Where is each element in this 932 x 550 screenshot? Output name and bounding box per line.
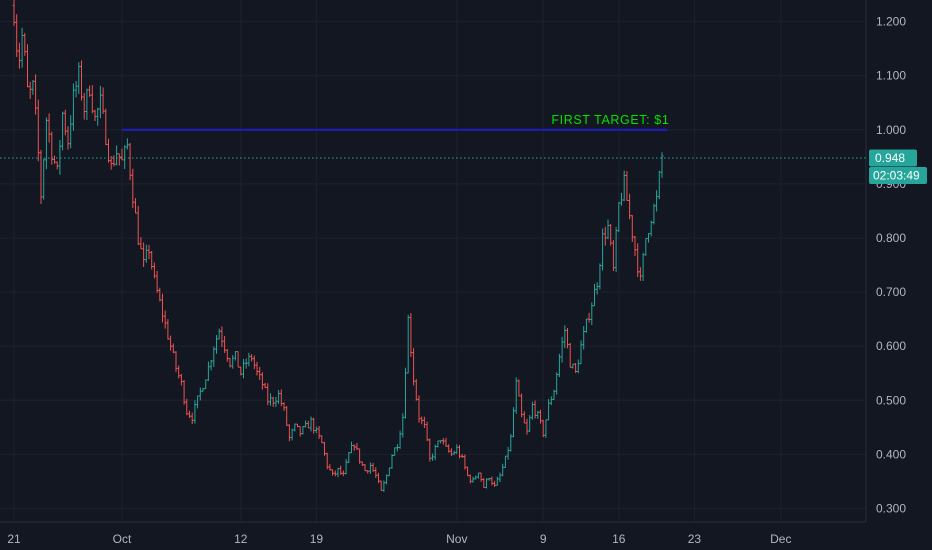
y-tick-label: 0.400 bbox=[876, 447, 906, 461]
time-axis[interactable]: 21 Oct 12 19 Nov 9 16 23 Dec bbox=[7, 532, 791, 546]
last-price-value: 0.948 bbox=[875, 151, 905, 165]
last-price-badge-box bbox=[869, 149, 917, 167]
y-tick-label: 0.600 bbox=[876, 339, 906, 353]
y-tick-label: 1.000 bbox=[876, 123, 906, 137]
x-tick-label: Oct bbox=[113, 532, 132, 546]
x-tick-label: 16 bbox=[612, 532, 626, 546]
y-tick-label: 0.700 bbox=[876, 285, 906, 299]
x-tick-label: 12 bbox=[234, 532, 248, 546]
x-tick-label: Dec bbox=[770, 532, 791, 546]
x-tick-label: 9 bbox=[540, 532, 547, 546]
y-tick-label: 0.800 bbox=[876, 231, 906, 245]
price-axis-background bbox=[866, 0, 932, 550]
y-tick-label: 1.200 bbox=[876, 15, 906, 29]
price-bars bbox=[12, 0, 664, 492]
x-tick-label: 19 bbox=[310, 532, 324, 546]
target-annotation: FIRST TARGET: $1 bbox=[551, 113, 669, 127]
countdown-badge-box bbox=[869, 166, 927, 184]
bar-countdown-value: 02:03:49 bbox=[873, 168, 920, 182]
last-price-badge: 0.948 bbox=[869, 149, 917, 167]
x-tick-label: 23 bbox=[688, 532, 702, 546]
y-tick-label: 0.300 bbox=[876, 501, 906, 515]
y-tick-label: 0.500 bbox=[876, 393, 906, 407]
y-tick-label: 1.100 bbox=[876, 69, 906, 83]
x-tick-label: 21 bbox=[7, 532, 21, 546]
x-tick-label: Nov bbox=[446, 532, 467, 546]
price-axis[interactable]: 1.2001.1001.0000.9000.8000.7000.6000.500… bbox=[876, 15, 906, 516]
bar-countdown-badge: 02:03:49 bbox=[869, 166, 927, 184]
